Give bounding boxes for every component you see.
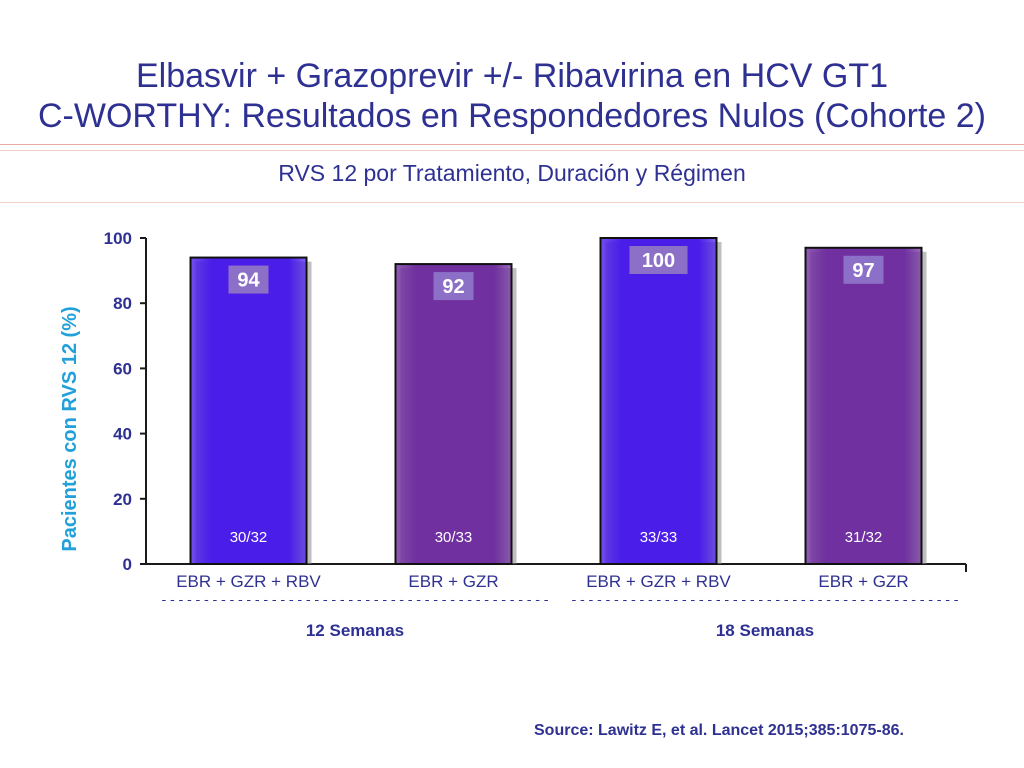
value-label-box (629, 246, 688, 274)
fraction-label: 33/33 (640, 529, 678, 546)
page-title-line-1: Elbasvir + Grazoprevir +/- Ribavirina en… (135, 57, 889, 95)
x-tick-label: EBR + GZR + RBV (176, 572, 321, 591)
data-label: 94 (237, 270, 260, 292)
data-label: 100 (642, 250, 675, 272)
data-label: 92 (442, 276, 464, 298)
x-tick-label: EBR + GZR (408, 572, 498, 591)
bar-chart: 0 20 40 60 80 100 Pacientes con RVS 12 (%) 94 30… (59, 229, 967, 640)
bar (804, 246, 923, 565)
value-label-box (228, 265, 269, 294)
source-citation: Source: Lawitz E, et al. Lancet 2015;385… (534, 722, 904, 739)
group-divider: ----------------------------------------… (160, 593, 550, 608)
subtitle-divider (0, 202, 1024, 203)
bar (189, 256, 308, 565)
chart-title: RVS 12 por Tratamiento, Duración y Régim… (278, 160, 746, 186)
y-tick-label: 0 (123, 555, 132, 574)
data-label: 97 (852, 260, 874, 282)
y-tick-label: 60 (113, 359, 132, 378)
group-label: 18 Semanas (716, 621, 814, 640)
page-title-line-2: C-WORTHY: Resultados en Respondedores Nu… (37, 97, 986, 135)
x-tick-label: EBR + GZR + RBV (586, 572, 731, 591)
fraction-label: 30/32 (230, 529, 268, 546)
bar (394, 263, 513, 565)
y-tick-label: 100 (104, 229, 132, 248)
fraction-label: 30/33 (435, 529, 473, 546)
bar (599, 237, 718, 565)
title-divider-thin (0, 150, 1024, 151)
y-tick-label: 40 (113, 425, 132, 444)
y-tick-label: 80 (113, 294, 132, 313)
x-tick-label: EBR + GZR (818, 572, 908, 591)
fraction-label: 31/32 (845, 529, 883, 546)
y-tick-label: 20 (113, 490, 132, 509)
value-label-box (433, 272, 474, 301)
group-label: 12 Semanas (306, 621, 404, 640)
title-divider (0, 144, 1024, 145)
group-divider: ----------------------------------------… (570, 593, 960, 608)
value-label-box (843, 255, 884, 284)
y-axis-label: Pacientes con RVS 12 (%) (59, 306, 81, 551)
